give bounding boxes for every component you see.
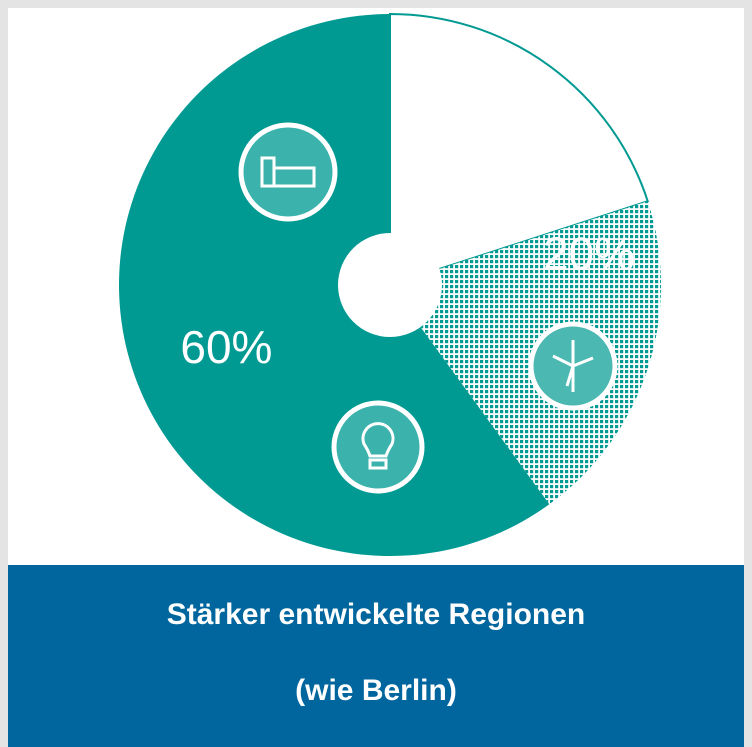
pie-slice: [118, 14, 550, 556]
chart-subtitle: (wie Berlin): [295, 674, 457, 707]
pie: 20% 60%: [118, 12, 661, 556]
caption-box: [8, 565, 744, 747]
donut-hole: [338, 233, 442, 337]
pie-slice: [389, 12, 649, 287]
chart-title: Stärker entwickelte Regionen: [167, 598, 585, 631]
data-label: 60%: [180, 321, 272, 373]
icons: [238, 122, 618, 494]
pie-slice: [390, 201, 661, 505]
data-label: 20%: [543, 228, 635, 280]
